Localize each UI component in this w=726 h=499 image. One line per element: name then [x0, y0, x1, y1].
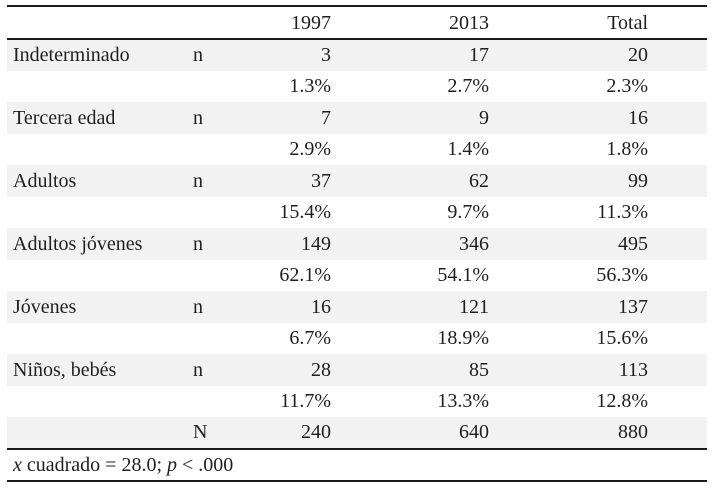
- p-symbol: p: [167, 453, 178, 476]
- header-row: 1997 2013 Total: [7, 6, 707, 39]
- value-total-cell: 495: [618, 232, 648, 255]
- stat-label-cell: n: [193, 106, 203, 129]
- row-indeterminado-pct: 1.3% 2.7% 2.3%: [7, 70, 707, 103]
- value-1997-cell: 3: [321, 44, 331, 67]
- header-1997: 1997: [291, 11, 331, 34]
- row-ninos-bebes-n: Niños, bebés n 28 85 113: [7, 354, 707, 386]
- value-total-cell: 20: [628, 44, 648, 67]
- value-1997-cell: 15.4%: [279, 201, 331, 224]
- row-indeterminado-n: Indeterminado n 3 17 20: [7, 39, 707, 71]
- stat-label-cell: [185, 386, 242, 418]
- category-cell: [7, 260, 185, 292]
- stat-label-cell: [185, 197, 242, 229]
- value-2013-cell: 18.9%: [437, 327, 489, 350]
- stat-label-cell: [185, 260, 242, 292]
- value-2013-cell: 346: [459, 232, 489, 255]
- category-cell: [7, 71, 185, 103]
- row-adultos-n: Adultos n 37 62 99: [7, 165, 707, 197]
- category-cell: [7, 197, 185, 229]
- row-tercera-edad-pct: 2.9% 1.4% 1.8%: [7, 133, 707, 166]
- row-jovenes-pct: 6.7% 18.9% 15.6%: [7, 322, 707, 355]
- value-1997-cell: 149: [301, 232, 331, 255]
- category-cell: Tercera edad: [13, 106, 116, 129]
- row-adultos-pct: 15.4% 9.7% 11.3%: [7, 196, 707, 229]
- value-total-cell: 15.6%: [596, 327, 648, 350]
- value-1997-cell: 6.7%: [289, 327, 331, 350]
- value-2013-cell: 640: [459, 421, 489, 444]
- value-2013-cell: 54.1%: [437, 264, 489, 287]
- value-total-cell: 880: [618, 421, 648, 444]
- value-1997-cell: 1.3%: [289, 75, 331, 98]
- crosstab-table: 1997 2013 Total Indeterminado n 3 17 20 …: [7, 5, 707, 482]
- value-2013-cell: 62: [469, 169, 489, 192]
- row-ninos-bebes-pct: 11.7% 13.3% 12.8%: [7, 385, 707, 418]
- value-total-cell: 11.3%: [597, 201, 648, 224]
- stat-label-cell: N: [193, 421, 208, 444]
- header-total: Total: [607, 11, 648, 34]
- category-cell: Indeterminado: [13, 44, 130, 67]
- stat-label-cell: n: [193, 169, 203, 192]
- chi-symbol: x: [13, 453, 22, 476]
- value-2013-cell: 121: [459, 295, 489, 318]
- p-value-text: < .000: [177, 453, 234, 476]
- chi-square-footnote: x cuadrado = 28.0; p < .000: [7, 449, 707, 481]
- footnote-row: x cuadrado = 28.0; p < .000: [7, 448, 707, 481]
- category-cell: [7, 386, 185, 418]
- value-total-cell: 137: [618, 295, 648, 318]
- value-1997-cell: 16: [311, 295, 331, 318]
- value-total-cell: 1.8%: [606, 138, 648, 161]
- stat-label-cell: [185, 323, 242, 355]
- header-stat: [185, 6, 242, 39]
- value-2013-cell: 9: [479, 106, 489, 129]
- category-cell: Jóvenes: [13, 295, 77, 318]
- category-cell: [7, 323, 185, 355]
- value-1997-cell: 7: [321, 106, 331, 129]
- stat-label-cell: n: [193, 358, 203, 381]
- value-1997-cell: 240: [301, 421, 331, 444]
- stat-label-cell: n: [193, 295, 203, 318]
- value-2013-cell: 17: [469, 44, 489, 67]
- value-2013-cell: 9.7%: [447, 201, 489, 224]
- value-1997-cell: 37: [311, 169, 331, 192]
- value-1997-cell: 11.7%: [280, 390, 331, 413]
- value-total-cell: 12.8%: [596, 390, 648, 413]
- category-cell: Adultos jóvenes: [13, 232, 143, 255]
- value-1997-cell: 28: [311, 358, 331, 381]
- value-total-cell: 99: [628, 169, 648, 192]
- row-tercera-edad-n: Tercera edad n 7 9 16: [7, 102, 707, 134]
- header-category: [7, 6, 185, 39]
- crosstab-table-container: 1997 2013 Total Indeterminado n 3 17 20 …: [7, 5, 707, 482]
- category-cell: Adultos: [13, 169, 77, 192]
- category-cell: Niños, bebés: [13, 358, 117, 381]
- value-2013-cell: 13.3%: [437, 390, 489, 413]
- value-1997-cell: 62.1%: [279, 264, 331, 287]
- value-2013-cell: 85: [469, 358, 489, 381]
- value-total-cell: 2.3%: [606, 75, 648, 98]
- row-grand-total-N: N 240 640 880: [7, 417, 707, 449]
- stat-label-cell: n: [193, 232, 203, 255]
- value-2013-cell: 1.4%: [447, 138, 489, 161]
- stat-label-cell: [185, 134, 242, 166]
- category-cell: [7, 134, 185, 166]
- chi-text: cuadrado = 28.0;: [21, 453, 168, 476]
- header-2013: 2013: [449, 11, 489, 34]
- category-cell: [7, 417, 185, 449]
- value-total-cell: 16: [628, 106, 648, 129]
- stat-label-cell: [185, 71, 242, 103]
- value-1997-cell: 2.9%: [289, 138, 331, 161]
- value-2013-cell: 2.7%: [447, 75, 489, 98]
- row-jovenes-n: Jóvenes n 16 121 137: [7, 291, 707, 323]
- value-total-cell: 56.3%: [596, 264, 648, 287]
- value-total-cell: 113: [618, 358, 648, 381]
- stat-label-cell: n: [193, 44, 203, 67]
- row-adultos-jovenes-n: Adultos jóvenes n 149 346 495: [7, 228, 707, 260]
- row-adultos-jovenes-pct: 62.1% 54.1% 56.3%: [7, 259, 707, 292]
